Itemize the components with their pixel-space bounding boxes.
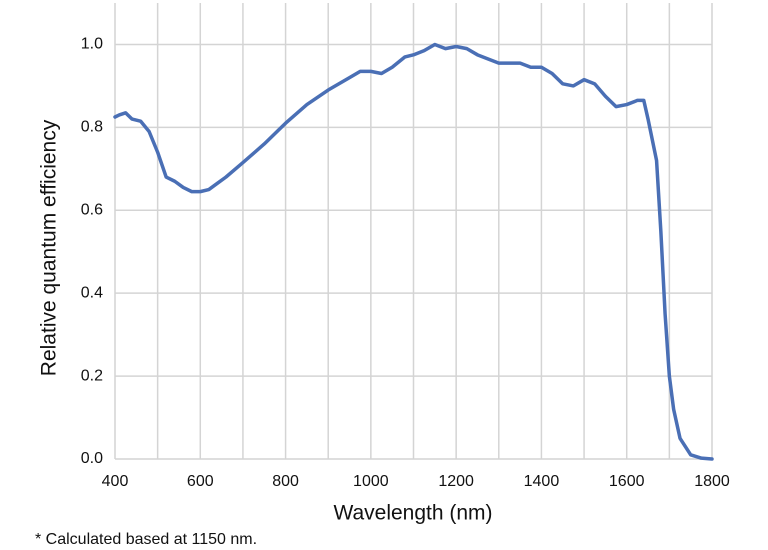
footnote: * Calculated based at 1150 nm. — [35, 531, 257, 548]
x-tick-label: 1800 — [694, 473, 730, 490]
x-tick-label: 1000 — [353, 473, 389, 490]
x-tick-label: 400 — [102, 473, 129, 490]
y-tick-label: 0.0 — [81, 450, 103, 467]
x-tick-label: 1400 — [524, 473, 560, 490]
y-tick-label: 0.8 — [81, 119, 103, 136]
x-tick-label: 600 — [187, 473, 214, 490]
x-tick-label: 800 — [272, 473, 299, 490]
y-axis-title: Relative quantum efficiency — [38, 119, 61, 376]
x-tick-label: 1200 — [438, 473, 474, 490]
y-tick-label: 1.0 — [81, 36, 103, 53]
x-tick-label: 1600 — [609, 473, 645, 490]
y-tick-label: 0.6 — [81, 201, 103, 218]
y-tick-label: 0.2 — [81, 367, 103, 384]
x-axis-title: Wavelength (nm) — [333, 502, 492, 525]
y-tick-label: 0.4 — [81, 284, 103, 301]
line-series — [113, 42, 714, 461]
